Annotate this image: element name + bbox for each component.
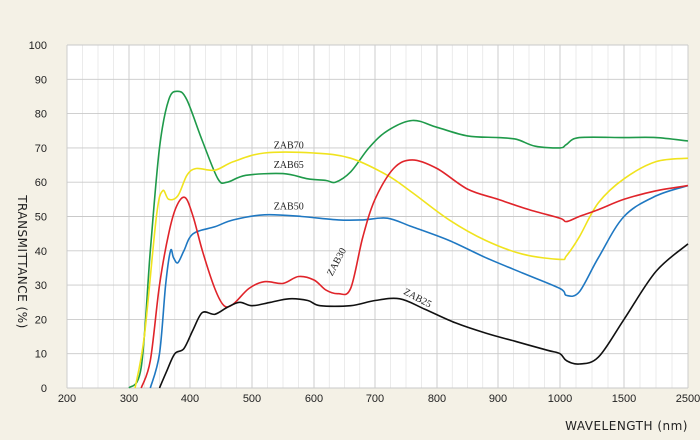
y-tick-label: 90 [35,74,47,86]
y-axis-label: TRANSMITTANCE (%) [15,194,29,329]
series-label-zab65: ZAB65 [274,160,304,171]
series-line-zab25 [158,243,689,389]
series-label-zab50: ZAB50 [274,202,304,213]
x-tick-label: 400 [181,393,199,405]
y-tick-label: 10 [35,349,47,361]
y-tick-label: 30 [35,280,47,292]
series-line-zab70 [128,90,689,389]
y-tick-label: 80 [35,109,47,121]
series-line-zab65 [134,151,689,389]
series-line-zab30 [140,159,689,389]
y-tick-label: 100 [29,40,47,52]
y-tick-label: 20 [35,314,47,326]
grid [66,44,689,389]
y-tick-labels: 0 10 20 30 40 50 60 70 80 90 100 [29,40,47,395]
y-tick-label: 40 [35,246,47,258]
y-tick-label: 50 [35,212,47,224]
y-tick-label: 60 [35,177,47,189]
x-tick-label: 300 [120,393,138,405]
series-lines [128,90,689,389]
y-tick-label: 70 [35,143,47,155]
series-line-zab50 [149,184,689,389]
y-tick-label: 0 [41,383,47,395]
x-axis-label: WAVELENGTH (nm) [565,419,688,433]
x-tick-label: 500 [243,393,261,405]
x-tick-label: 200 [58,393,76,405]
x-tick-label: 1500 [612,393,636,405]
x-tick-labels: 200 300 400 500 600 700 800 900 1000 1500 2500 [58,393,700,405]
x-tick-label: 700 [366,393,384,405]
x-tick-label: 600 [305,393,323,405]
x-tick-label: 2500 [676,393,700,405]
x-tick-label: 900 [489,393,507,405]
x-tick-label: 1000 [548,393,572,405]
series-label-zab70: ZAB70 [274,141,304,152]
x-tick-label: 800 [428,393,446,405]
